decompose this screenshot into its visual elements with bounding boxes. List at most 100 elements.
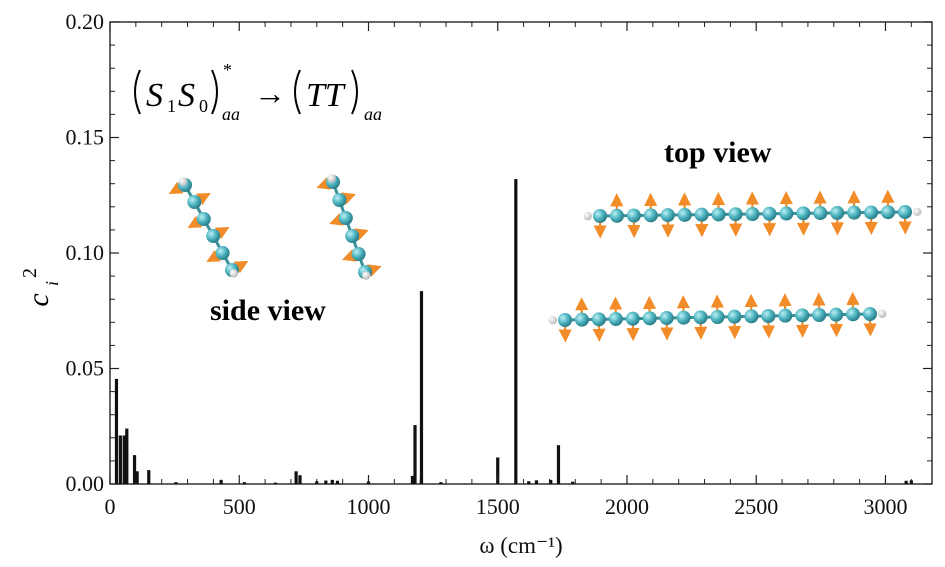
y-axis-label-sub: i (42, 281, 62, 286)
y-tick-label: 0.20 (66, 9, 105, 34)
lparen-2 (294, 69, 301, 115)
bar (294, 471, 298, 484)
hydrogen-atom (327, 174, 336, 183)
carbon-atom (728, 207, 743, 222)
y-tick-label: 0.10 (66, 240, 105, 265)
bar (114, 378, 119, 484)
hydrogen-atom (548, 316, 557, 325)
carbon-atom (206, 229, 221, 243)
carbon-atom (744, 309, 759, 324)
bar (273, 482, 278, 484)
carbon-atom (187, 195, 202, 209)
carbon-atom (727, 309, 742, 324)
x-tick-label: 2000 (605, 494, 649, 519)
carbon-atom (345, 229, 360, 243)
y-axis-label-c: c (22, 293, 55, 306)
carbon-atom (625, 311, 640, 326)
y-tick-label: 0.05 (66, 356, 105, 381)
bar (514, 179, 518, 484)
carbon-atom (608, 312, 623, 326)
carbon-atom (351, 247, 366, 261)
plot-frame (109, 21, 933, 485)
carbon-atom (593, 209, 607, 223)
bar (556, 445, 561, 484)
bar (122, 435, 126, 484)
bar (132, 455, 137, 484)
carbon-atom (761, 309, 776, 323)
carbon-atom (676, 310, 691, 325)
carbon-atom (864, 205, 879, 220)
carbon-atom (660, 208, 675, 223)
y-tick-label: 0.15 (66, 125, 105, 150)
hydrogen-atom (878, 309, 887, 318)
eq-sub-aa-1: aa (222, 104, 240, 124)
y-axis-label-sup: 2 (19, 268, 41, 278)
bar (335, 480, 340, 484)
hydrogen-atom (178, 177, 188, 186)
carbon-atom (813, 206, 828, 221)
molecule-top-view-1 (583, 189, 922, 239)
carbon-atom (626, 208, 641, 223)
x-axis-title: ω (cm⁻¹) (479, 533, 562, 558)
carbon-atom (795, 308, 810, 323)
carbon-atom (693, 310, 708, 325)
bar (527, 481, 531, 484)
hydrogen-atom (583, 211, 592, 221)
carbon-atom (694, 207, 709, 222)
eq-arrow: → (254, 75, 286, 111)
carbon-atom (609, 208, 624, 223)
carbon-atom (711, 207, 726, 222)
hydrogen-atom (362, 271, 371, 280)
x-tick-label: 1000 (346, 494, 390, 519)
bar (135, 471, 139, 484)
y-axis-title: c 2 i (19, 268, 62, 307)
bar (413, 425, 417, 484)
eq-sub1: 1 (167, 96, 176, 116)
hydrogen-atom (913, 207, 922, 217)
bar (496, 457, 500, 484)
carbon-atom (196, 212, 211, 226)
carbon-atom (215, 246, 230, 260)
eq-s1: S (146, 77, 163, 114)
y-axis-ticks: 0.00 0.05 0.10 0.15 0.20 (66, 9, 932, 496)
carbon-atom (642, 311, 657, 326)
side-view-label: side view (210, 294, 326, 327)
bar (419, 291, 424, 484)
bar (324, 480, 328, 484)
carbon-atom (574, 312, 589, 327)
carbon-atom (558, 313, 572, 327)
bar (125, 428, 129, 484)
rparen-2 (351, 69, 358, 115)
carbon-atom (332, 193, 347, 207)
rparen-1 (211, 69, 218, 115)
molecule-side-view-2 (316, 174, 382, 280)
molecule-side-view-1 (168, 177, 249, 278)
bar (549, 479, 553, 484)
bar (571, 481, 575, 484)
equation-annotation: S 1 S 0 * aa → TT aa (134, 60, 382, 124)
bar (174, 482, 178, 484)
eq-sub0: 0 (199, 96, 208, 116)
bar (904, 480, 908, 484)
x-tick-label: 0 (105, 494, 116, 519)
bar (219, 479, 223, 484)
bar (298, 475, 302, 484)
carbon-atom (796, 206, 811, 221)
bar (410, 475, 415, 484)
carbon-atom (779, 206, 794, 221)
carbon-atom (847, 205, 862, 220)
carbon-atom (591, 312, 606, 327)
carbon-atom (829, 307, 844, 322)
bar (439, 482, 443, 484)
hydrogen-atom (229, 269, 239, 278)
molecule-top-view-2 (548, 291, 887, 343)
x-tick-label: 1500 (476, 494, 520, 519)
bar-series (114, 179, 913, 484)
carbon-atom (338, 211, 353, 225)
bar (242, 482, 247, 484)
top-view-label: top view (664, 136, 772, 169)
carbon-atom (881, 205, 896, 220)
eq-sub-aa-2: aa (364, 104, 382, 124)
bar (147, 470, 151, 484)
x-axis-ticks: 0 500 1000 1500 2000 2500 3000 (105, 22, 912, 519)
